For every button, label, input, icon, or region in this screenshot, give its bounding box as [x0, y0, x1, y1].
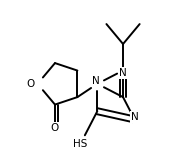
Text: N: N: [92, 76, 100, 86]
Text: N: N: [131, 112, 139, 122]
Text: N: N: [119, 68, 127, 78]
Text: O: O: [51, 123, 59, 133]
Text: O: O: [26, 79, 34, 89]
Text: HS: HS: [73, 139, 87, 149]
